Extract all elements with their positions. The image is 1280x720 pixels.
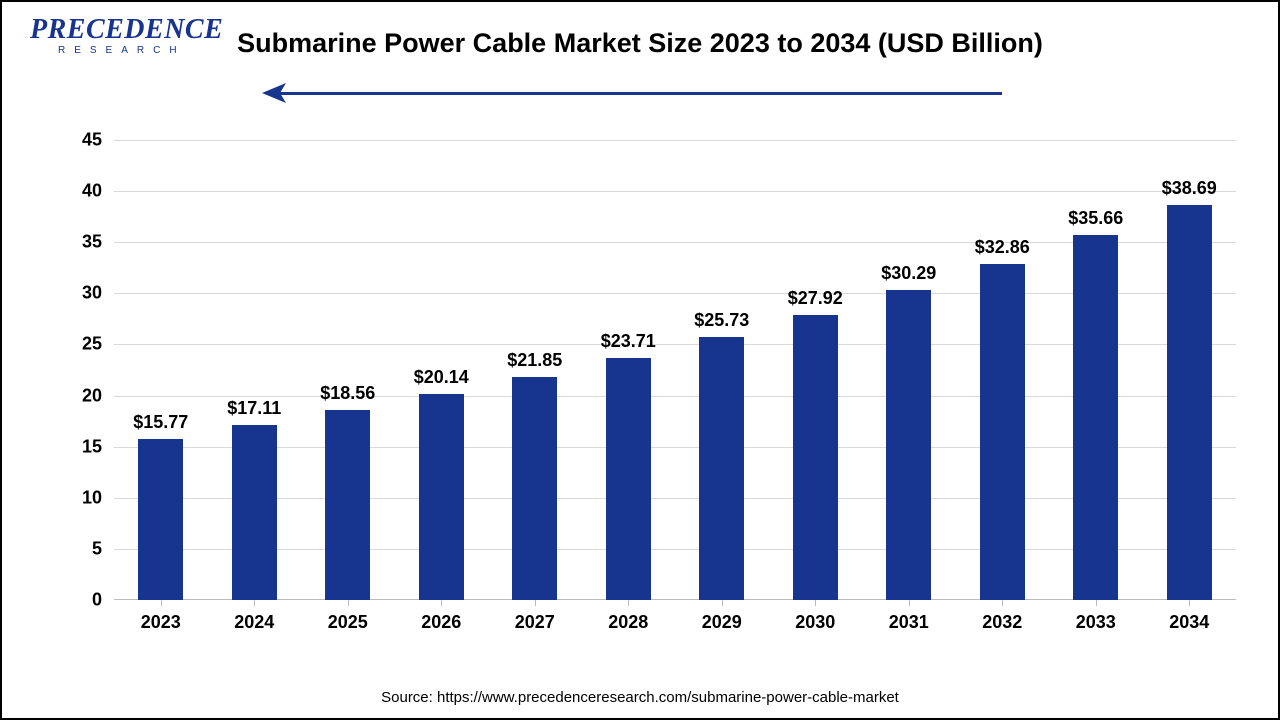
bar <box>1073 235 1118 600</box>
x-tick-label: 2030 <box>793 612 838 633</box>
gridline <box>114 344 1236 345</box>
x-tick-label: 2024 <box>232 612 277 633</box>
x-axis-line <box>114 599 1236 601</box>
bar-slot: $23.712028 <box>606 358 651 600</box>
decorative-arrow <box>262 84 1002 104</box>
bar-slot: $27.922030 <box>793 315 838 600</box>
gridline <box>114 242 1236 243</box>
bar-slot: $35.662033 <box>1073 235 1118 600</box>
gridline <box>114 447 1236 448</box>
y-tick-label: 15 <box>62 436 102 457</box>
y-tick-label: 45 <box>62 130 102 151</box>
y-tick-label: 5 <box>62 538 102 559</box>
x-tick-mark <box>628 600 629 606</box>
bar-slot: $15.772023 <box>138 439 183 600</box>
chart-frame: PRECEDENCE RESEARCH Submarine Power Cabl… <box>0 0 1280 720</box>
x-tick-mark <box>815 600 816 606</box>
arrow-head-icon <box>262 83 290 103</box>
bar-value-label: $25.73 <box>694 310 749 331</box>
bar-value-label: $23.71 <box>601 331 656 352</box>
bar-slot: $17.112024 <box>232 425 277 600</box>
bar <box>886 290 931 600</box>
bar-slot: $21.852027 <box>512 377 557 600</box>
bar <box>793 315 838 600</box>
plot-area: 051015202530354045$15.772023$17.112024$1… <box>66 140 1246 640</box>
x-tick-label: 2025 <box>325 612 370 633</box>
bar <box>325 410 370 600</box>
y-tick-label: 25 <box>62 334 102 355</box>
bar-value-label: $17.11 <box>227 398 281 419</box>
gridline <box>114 293 1236 294</box>
bar-slot: $18.562025 <box>325 410 370 600</box>
bar <box>1167 205 1212 600</box>
bar-slot: $25.732029 <box>699 337 744 600</box>
x-tick-mark <box>254 600 255 606</box>
arrow-line <box>280 92 1002 95</box>
bar <box>232 425 277 600</box>
y-tick-label: 20 <box>62 385 102 406</box>
bar <box>512 377 557 600</box>
y-tick-label: 30 <box>62 283 102 304</box>
gridline <box>114 191 1236 192</box>
x-tick-mark <box>161 600 162 606</box>
x-tick-label: 2032 <box>980 612 1025 633</box>
x-tick-mark <box>1189 600 1190 606</box>
bar-value-label: $21.85 <box>507 350 562 371</box>
y-tick-label: 35 <box>62 232 102 253</box>
y-tick-label: 10 <box>62 487 102 508</box>
x-tick-mark <box>1002 600 1003 606</box>
x-tick-label: 2023 <box>138 612 183 633</box>
bar-slot: $20.142026 <box>419 394 464 600</box>
chart-title: Submarine Power Cable Market Size 2023 t… <box>2 28 1278 59</box>
bar-slot: $32.862032 <box>980 264 1025 600</box>
bar-value-label: $15.77 <box>133 412 188 433</box>
x-tick-mark <box>1096 600 1097 606</box>
x-tick-mark <box>441 600 442 606</box>
x-tick-mark <box>722 600 723 606</box>
x-tick-label: 2034 <box>1167 612 1212 633</box>
gridline <box>114 396 1236 397</box>
x-tick-mark <box>535 600 536 606</box>
x-tick-label: 2029 <box>699 612 744 633</box>
bar <box>699 337 744 600</box>
y-tick-label: 0 <box>62 590 102 611</box>
x-tick-label: 2033 <box>1073 612 1118 633</box>
gridline <box>114 498 1236 499</box>
gridline <box>114 140 1236 141</box>
bar-value-label: $27.92 <box>788 288 843 309</box>
bar-value-label: $18.56 <box>320 383 375 404</box>
bar-value-label: $20.14 <box>414 367 469 388</box>
x-tick-label: 2026 <box>419 612 464 633</box>
x-tick-label: 2027 <box>512 612 557 633</box>
bar-value-label: $35.66 <box>1068 208 1123 229</box>
bar-value-label: $30.29 <box>881 263 936 284</box>
bar <box>419 394 464 600</box>
x-tick-mark <box>348 600 349 606</box>
bar-slot: $38.692034 <box>1167 205 1212 600</box>
bar <box>138 439 183 600</box>
bar-slot: $30.292031 <box>886 290 931 600</box>
bar-value-label: $32.86 <box>975 237 1030 258</box>
y-tick-label: 40 <box>62 181 102 202</box>
x-tick-mark <box>909 600 910 606</box>
x-tick-label: 2031 <box>886 612 931 633</box>
bar <box>980 264 1025 600</box>
x-tick-label: 2028 <box>606 612 651 633</box>
source-text: Source: https://www.precedenceresearch.c… <box>2 689 1278 706</box>
gridline <box>114 549 1236 550</box>
plot-inner: 051015202530354045$15.772023$17.112024$1… <box>114 140 1236 600</box>
bar <box>606 358 651 600</box>
bar-value-label: $38.69 <box>1162 178 1217 199</box>
